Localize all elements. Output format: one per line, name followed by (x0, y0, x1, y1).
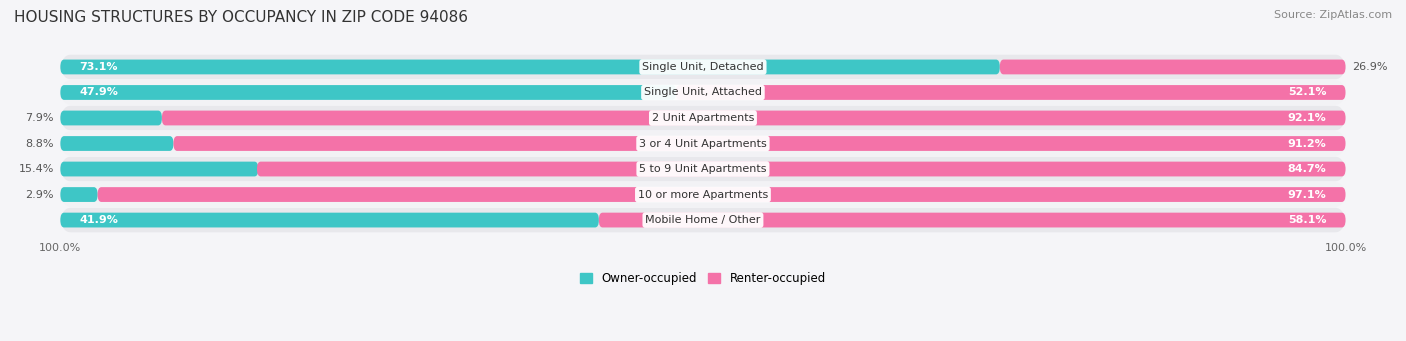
FancyBboxPatch shape (60, 162, 259, 176)
Text: 26.9%: 26.9% (1353, 62, 1388, 72)
Legend: Owner-occupied, Renter-occupied: Owner-occupied, Renter-occupied (579, 272, 825, 285)
FancyBboxPatch shape (97, 187, 1346, 202)
FancyBboxPatch shape (676, 85, 1346, 100)
Text: 91.2%: 91.2% (1288, 138, 1326, 149)
Text: Single Unit, Attached: Single Unit, Attached (644, 88, 762, 98)
FancyBboxPatch shape (60, 187, 97, 202)
FancyBboxPatch shape (257, 162, 1346, 176)
Text: HOUSING STRUCTURES BY OCCUPANCY IN ZIP CODE 94086: HOUSING STRUCTURES BY OCCUPANCY IN ZIP C… (14, 10, 468, 25)
FancyBboxPatch shape (60, 85, 676, 100)
FancyBboxPatch shape (173, 136, 1346, 151)
Text: 97.1%: 97.1% (1288, 190, 1326, 199)
FancyBboxPatch shape (60, 131, 1346, 156)
FancyBboxPatch shape (162, 110, 1346, 125)
FancyBboxPatch shape (60, 136, 173, 151)
Text: Mobile Home / Other: Mobile Home / Other (645, 215, 761, 225)
FancyBboxPatch shape (60, 55, 1346, 79)
FancyBboxPatch shape (60, 157, 1346, 181)
Text: 7.9%: 7.9% (25, 113, 53, 123)
FancyBboxPatch shape (60, 60, 1000, 74)
Text: 5 to 9 Unit Apartments: 5 to 9 Unit Apartments (640, 164, 766, 174)
FancyBboxPatch shape (60, 213, 599, 227)
Text: 41.9%: 41.9% (80, 215, 118, 225)
FancyBboxPatch shape (599, 213, 1346, 227)
Text: Single Unit, Detached: Single Unit, Detached (643, 62, 763, 72)
FancyBboxPatch shape (60, 208, 1346, 232)
Text: 58.1%: 58.1% (1288, 215, 1326, 225)
Text: 2 Unit Apartments: 2 Unit Apartments (652, 113, 754, 123)
Text: 92.1%: 92.1% (1288, 113, 1326, 123)
FancyBboxPatch shape (60, 80, 1346, 105)
Text: 73.1%: 73.1% (80, 62, 118, 72)
Text: 8.8%: 8.8% (25, 138, 53, 149)
Text: 2.9%: 2.9% (25, 190, 53, 199)
Text: 47.9%: 47.9% (80, 88, 118, 98)
Text: 84.7%: 84.7% (1288, 164, 1326, 174)
FancyBboxPatch shape (60, 110, 162, 125)
FancyBboxPatch shape (60, 106, 1346, 130)
Text: 3 or 4 Unit Apartments: 3 or 4 Unit Apartments (640, 138, 766, 149)
FancyBboxPatch shape (60, 182, 1346, 207)
Text: 15.4%: 15.4% (18, 164, 53, 174)
Text: 52.1%: 52.1% (1288, 88, 1326, 98)
FancyBboxPatch shape (1000, 60, 1346, 74)
Text: Source: ZipAtlas.com: Source: ZipAtlas.com (1274, 10, 1392, 20)
Text: 10 or more Apartments: 10 or more Apartments (638, 190, 768, 199)
